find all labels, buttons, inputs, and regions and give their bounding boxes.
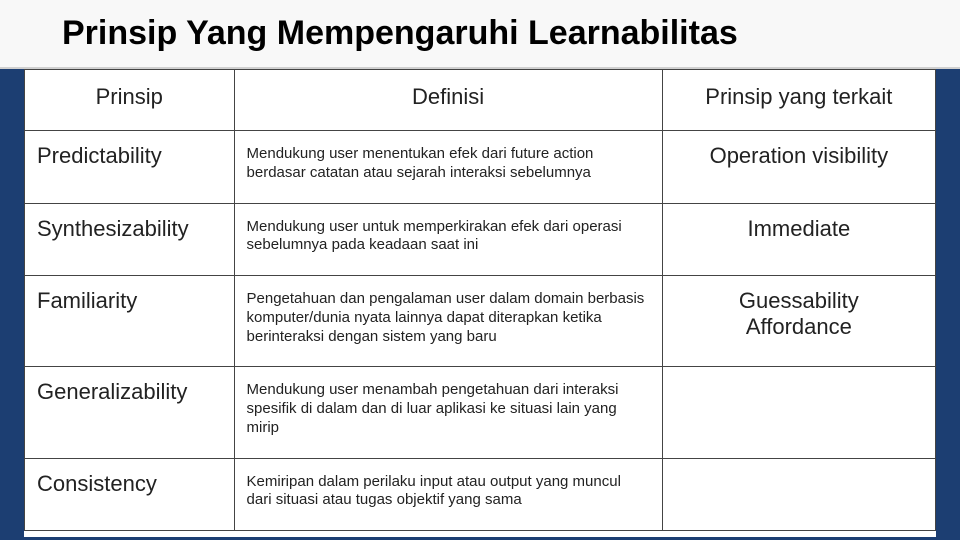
cell-principle: Familiarity (25, 276, 235, 367)
cell-principle: Predictability (25, 131, 235, 204)
cell-definition: Mendukung user untuk memperkirakan efek … (234, 203, 662, 276)
table-row: Generalizability Mendukung user menambah… (25, 367, 936, 458)
cell-related: Guessability Affordance (662, 276, 935, 367)
cell-principle: Synthesizability (25, 203, 235, 276)
cell-definition: Pengetahuan dan pengalaman user dalam do… (234, 276, 662, 367)
cell-related (662, 367, 935, 458)
cell-related: Immediate (662, 203, 935, 276)
cell-definition: Kemiripan dalam perilaku input atau outp… (234, 458, 662, 531)
header-related: Prinsip yang terkait (662, 70, 935, 131)
page-title: Prinsip Yang Mempengaruhi Learnabilitas (0, 0, 960, 69)
table-row: Consistency Kemiripan dalam perilaku inp… (25, 458, 936, 531)
principles-table: Prinsip Definisi Prinsip yang terkait Pr… (24, 69, 936, 531)
table-header-row: Prinsip Definisi Prinsip yang terkait (25, 70, 936, 131)
header-principle: Prinsip (25, 70, 235, 131)
header-definition: Definisi (234, 70, 662, 131)
table-row: Familiarity Pengetahuan dan pengalaman u… (25, 276, 936, 367)
table-row: Synthesizability Mendukung user untuk me… (25, 203, 936, 276)
cell-definition: Mendukung user menambah pengetahuan dari… (234, 367, 662, 458)
cell-principle: Consistency (25, 458, 235, 531)
cell-principle: Generalizability (25, 367, 235, 458)
cell-related: Operation visibility (662, 131, 935, 204)
slide: Prinsip Yang Mempengaruhi Learnabilitas … (0, 0, 960, 540)
table-row: Predictability Mendukung user menentukan… (25, 131, 936, 204)
table-container: Prinsip Definisi Prinsip yang terkait Pr… (24, 69, 936, 537)
cell-definition: Mendukung user menentukan efek dari futu… (234, 131, 662, 204)
cell-related (662, 458, 935, 531)
